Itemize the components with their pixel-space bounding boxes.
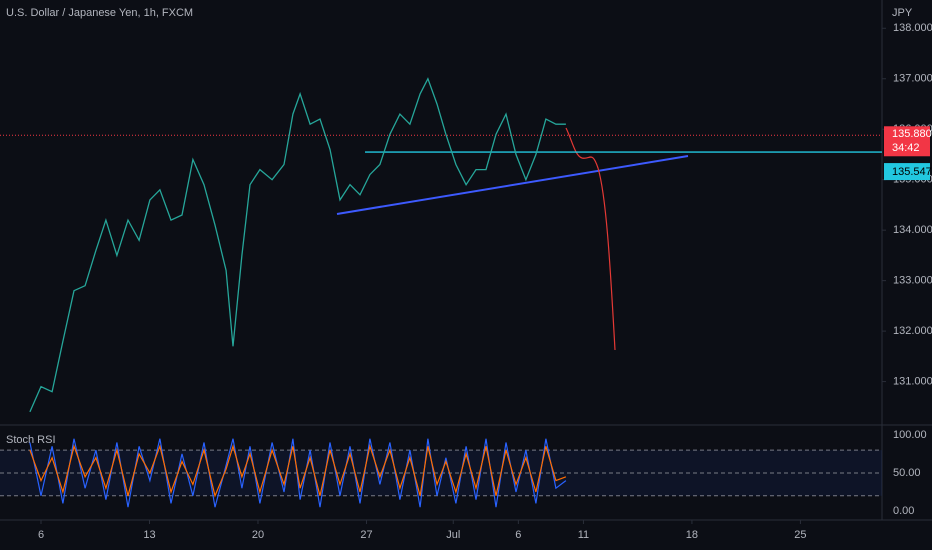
- level-label: 135.547: [892, 166, 932, 178]
- y-tick-label: 50.00: [893, 467, 921, 479]
- currency-label: JPY: [892, 7, 913, 19]
- y-tick-label: 133.000: [893, 275, 932, 287]
- x-tick-label: 11: [578, 529, 589, 541]
- x-tick-label: 13: [143, 529, 155, 541]
- chart-title: U.S. Dollar / Japanese Yen, 1h, FXCM: [6, 7, 193, 19]
- x-tick-label: 6: [38, 529, 44, 541]
- y-tick-label: 131.000: [893, 375, 932, 387]
- x-tick-label: 27: [360, 529, 372, 541]
- x-tick-label: 25: [794, 529, 806, 541]
- x-tick-label: Jul: [446, 529, 460, 541]
- y-tick-label: 100.00: [893, 429, 927, 441]
- level-box: [884, 163, 930, 181]
- stoch-line: [29, 444, 567, 498]
- x-tick-label: 6: [515, 529, 521, 541]
- y-tick-label: 134.000: [893, 224, 932, 236]
- y-tick-label: 138.000: [893, 22, 932, 34]
- countdown-label: 34:42: [892, 142, 920, 154]
- y-tick-label: 137.000: [893, 73, 932, 85]
- last-price-box: [884, 126, 930, 157]
- y-tick-label: 132.000: [893, 325, 932, 337]
- y-tick-label: 0.00: [893, 505, 914, 517]
- price-line: [29, 77, 566, 413]
- trend-line: [336, 155, 689, 215]
- x-tick-label: 20: [252, 529, 264, 541]
- projection-path: [565, 127, 616, 351]
- last-price-label: 135.880: [892, 128, 932, 140]
- indicator-title: Stoch RSI: [6, 434, 56, 446]
- x-tick-label: 18: [686, 529, 698, 541]
